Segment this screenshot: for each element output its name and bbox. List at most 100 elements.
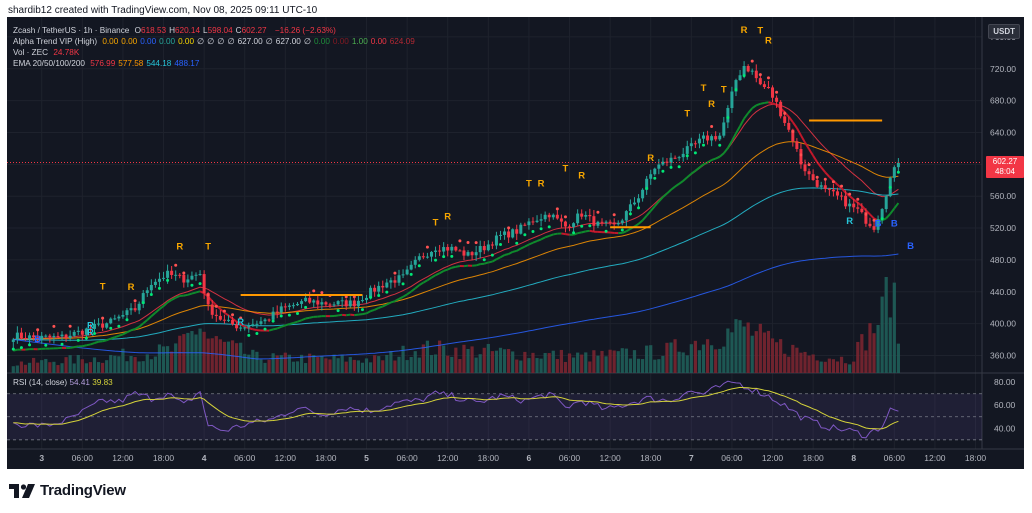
volume-bar — [588, 361, 592, 373]
trail-dot — [523, 233, 527, 237]
candle-body — [352, 300, 356, 307]
legend-alpha-value: 624.09 — [389, 37, 415, 46]
candle-body — [454, 246, 458, 251]
legend-symbol-row[interactable]: Zcash / TetherUS · 1h · Binance O618.53 H… — [13, 26, 339, 36]
alpha-trend-segment — [447, 266, 453, 271]
volume-bar — [628, 358, 633, 373]
chart-frame[interactable]: 360.00400.00440.00480.00520.00560.00600.… — [7, 17, 1024, 469]
volume-bar — [92, 357, 97, 373]
alpha-trend-segment — [366, 310, 372, 315]
trail-dot — [409, 272, 413, 276]
candle-body — [133, 308, 137, 311]
alpha-trend-segment — [211, 300, 217, 306]
trail-dot — [628, 212, 632, 216]
trail-dot — [702, 143, 705, 147]
candle-body — [360, 300, 364, 302]
candle-body — [766, 87, 770, 89]
candle-body — [97, 323, 101, 325]
tradingview-logo[interactable]: TradingView — [9, 482, 126, 499]
trail-dot — [718, 143, 722, 147]
candle-body — [11, 339, 15, 342]
volume-bar — [165, 346, 170, 373]
rsi-line — [13, 380, 899, 439]
volume-bar — [263, 362, 267, 373]
alpha-trend-segment — [768, 101, 773, 105]
volume-bar — [888, 317, 892, 373]
candle-body — [722, 122, 726, 136]
alpha-trend-segment — [731, 132, 737, 142]
volume-bar — [348, 357, 352, 373]
signal-letter: T — [100, 281, 106, 292]
alpha-trend-segment — [13, 348, 18, 352]
alpha-trend-segment — [390, 300, 396, 304]
alpha-trend-segment — [240, 323, 246, 328]
candle-body — [409, 264, 413, 270]
legend-alpha-row[interactable]: Alpha Trend VIP (High) 0.00 0.00 0.00 0.00 0… — [13, 37, 421, 47]
chart-svg[interactable]: 360.00400.00440.00480.00520.00560.00600.… — [7, 17, 1024, 469]
volume-bar — [645, 345, 649, 373]
candle-body — [771, 87, 775, 98]
candle-body — [673, 157, 677, 159]
trail-dot — [872, 218, 876, 222]
alpha-trend-segment — [524, 243, 530, 248]
candle-body — [279, 306, 283, 313]
alpha-trend-segment — [857, 201, 863, 207]
volume-bar — [170, 351, 174, 373]
trail-dot — [166, 278, 170, 282]
legend-alpha-values: 0.00 0.00 0.00 0.00 0.00 ∅ ∅ ∅ ∅ 627.00 ∅ 627.00 ∅ 0.… — [102, 37, 417, 46]
legend-ohlc-value: 620.14 — [174, 26, 201, 35]
alpha-trend-segment — [102, 339, 107, 343]
candle-body — [689, 143, 693, 147]
volume-bar — [665, 342, 669, 373]
volume-bar — [210, 338, 214, 373]
alpha-trend-segment — [491, 258, 497, 263]
volume-bar — [490, 351, 494, 373]
rsi-tick-label: 80.00 — [994, 377, 1016, 387]
volume-bar — [153, 356, 157, 373]
alpha-trend-segment — [581, 230, 586, 234]
volume-bar — [287, 354, 291, 373]
candle-body — [787, 122, 791, 130]
candle-body — [641, 189, 645, 199]
legend-alpha-value: ∅ — [207, 37, 215, 46]
candle-body — [421, 256, 425, 258]
volume-bar — [230, 340, 235, 373]
trail-dot — [247, 333, 251, 337]
trail-dot — [425, 245, 429, 249]
alpha-trend-segment — [849, 195, 855, 201]
signal-letter: T — [563, 164, 569, 175]
alpha-trend-segment — [146, 315, 153, 321]
legend-alpha-value: 0.00 — [178, 37, 195, 46]
trail-dot — [742, 74, 746, 78]
trail-dot — [563, 215, 567, 219]
candle-body — [608, 221, 612, 223]
quote-currency-badge[interactable]: USDT — [988, 24, 1020, 39]
volume-bar — [844, 363, 848, 373]
alpha-trend-segment — [698, 163, 705, 169]
volume-bar — [64, 357, 68, 373]
candle-body — [815, 180, 819, 187]
alpha-trend-segment — [760, 101, 765, 105]
price-tick-label: 680.00 — [990, 96, 1016, 106]
alpha-trend-segment — [488, 260, 493, 264]
candle-body — [109, 318, 113, 324]
alpha-trend-segment — [171, 296, 177, 301]
legend-ema-row[interactable]: EMA 20/50/100/200 576.99 577.58 544.18 488.… — [13, 59, 205, 69]
volume-bar — [52, 361, 56, 373]
volume-bar — [72, 363, 76, 373]
volume-bar — [815, 360, 819, 373]
trail-dot — [320, 291, 324, 295]
trail-dot — [539, 227, 543, 231]
volume-bar — [592, 350, 596, 373]
price-tick-label: 720.00 — [990, 64, 1016, 74]
candle-body — [239, 327, 243, 329]
candle-body — [783, 116, 787, 123]
volume-bar — [15, 365, 19, 373]
volume-bar — [421, 344, 425, 373]
candle-body — [389, 280, 393, 283]
candle-body — [194, 274, 198, 276]
legend-volume-row[interactable]: Vol · ZEC 24.78K — [13, 48, 82, 58]
candle-body — [807, 171, 811, 175]
volume-bar — [157, 344, 162, 373]
rsi-legend[interactable]: RSI (14, close) 54.41 39.83 — [13, 378, 113, 387]
